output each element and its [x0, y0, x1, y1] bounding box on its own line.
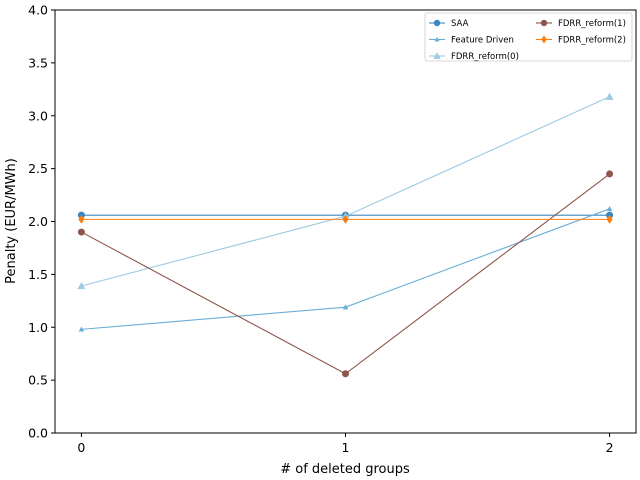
y-tick-label: 2.0: [28, 214, 48, 229]
data-point: [605, 92, 614, 100]
legend-marker: [540, 19, 548, 27]
series-3: [77, 170, 614, 378]
y-axis: 0.0 0.5 1.0 1.5 2.0 2.5 3.0 3.5 4.0: [28, 3, 55, 441]
legend-marker: [433, 19, 441, 27]
series-4: [78, 214, 613, 224]
legend-marker: [434, 36, 440, 42]
legend-label: FDRR_reform(0): [451, 52, 519, 62]
legend: SAA Feature Driven FDRR_reform(0) FDRR_refo…: [424, 12, 633, 62]
legend-entry: Feature Driven: [429, 36, 514, 46]
y-tick-label: 1.5: [28, 267, 48, 282]
data-point: [606, 214, 613, 224]
legend-marker: [541, 35, 547, 44]
series-line: [81, 96, 610, 287]
y-tick-label: 3.0: [28, 108, 48, 123]
legend-entry: FDRR_reform(1): [536, 19, 626, 29]
data-point: [606, 170, 614, 178]
series-2: [77, 92, 614, 290]
legend-label: SAA: [451, 19, 469, 29]
x-tick-label: 1: [342, 440, 350, 455]
y-tick-label: 0.5: [28, 373, 48, 388]
data-point: [606, 205, 613, 211]
legend-label: FDRR_reform(2): [558, 36, 626, 46]
legend-entry: SAA: [429, 19, 469, 29]
legend-entry: FDRR_reform(0): [429, 52, 519, 62]
legend-label: Feature Driven: [451, 36, 514, 46]
x-tick-label: 2: [606, 440, 614, 455]
x-axis-label: # of deleted groups: [280, 462, 410, 477]
series-1: [78, 205, 613, 332]
data-point: [77, 281, 86, 290]
legend-marker: [433, 52, 441, 59]
legend-entry: FDRR_reform(2): [536, 35, 626, 46]
y-tick-label: 0.0: [28, 426, 48, 441]
legend-box: [424, 12, 633, 62]
data-point: [342, 370, 349, 378]
y-tick-label: 1.0: [28, 320, 48, 335]
data-point: [77, 228, 85, 236]
data-point: [78, 326, 85, 332]
data-point: [342, 214, 349, 224]
y-axis-label: Penalty (EUR/MWh): [4, 158, 19, 284]
data-point: [78, 214, 85, 224]
legend-label: FDRR_reform(1): [558, 19, 626, 29]
series-layer: [77, 92, 614, 378]
series-line: [81, 173, 610, 375]
y-tick-label: 4.0: [28, 3, 48, 18]
y-tick-label: 3.5: [28, 55, 48, 70]
x-tick-label: 0: [77, 440, 85, 455]
y-tick-label: 2.5: [28, 161, 48, 176]
x-axis: 0 1 2: [77, 433, 614, 455]
data-point: [342, 304, 349, 310]
series-line: [81, 208, 610, 330]
